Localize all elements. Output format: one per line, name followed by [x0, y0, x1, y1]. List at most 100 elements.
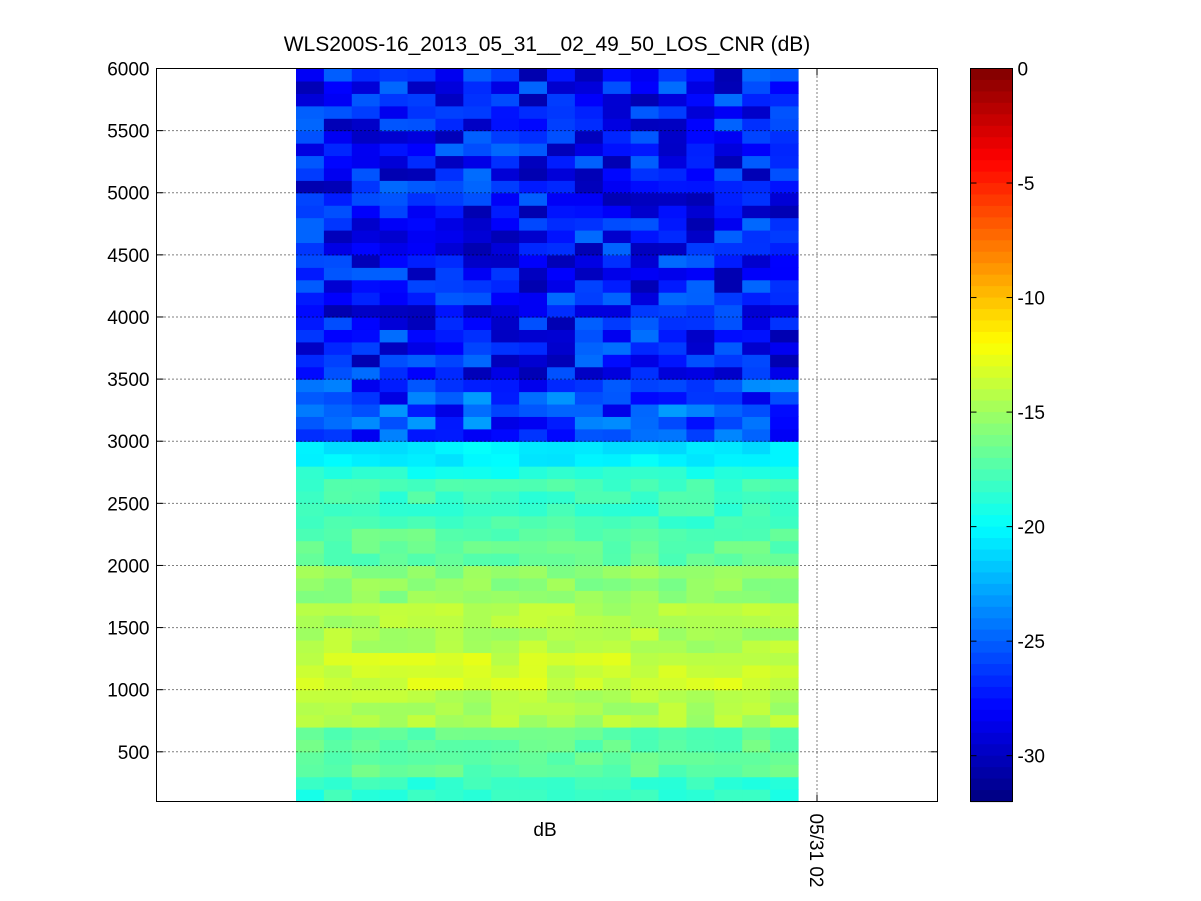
heatmap-cell — [742, 602, 771, 616]
heatmap-cell — [491, 118, 520, 132]
heatmap-cell — [742, 379, 771, 393]
heatmap-cell — [491, 267, 520, 281]
heatmap-cell — [435, 379, 464, 393]
heatmap-cell — [630, 453, 660, 467]
heatmap-cell — [491, 490, 520, 504]
heatmap-cell — [296, 254, 325, 268]
heatmap-cell — [296, 714, 325, 728]
heatmap-cell — [630, 167, 660, 181]
heatmap-cell — [686, 652, 715, 666]
heatmap-cell — [379, 267, 409, 281]
heatmap-cell — [602, 292, 632, 306]
heatmap-cell — [630, 689, 660, 703]
heatmap-cell — [519, 192, 548, 206]
heatmap-cell — [463, 403, 492, 417]
heatmap-cell — [686, 441, 715, 455]
heatmap-cell — [658, 416, 688, 430]
heatmap-cell — [602, 789, 632, 803]
heatmap-cell — [714, 714, 743, 728]
heatmap-cell — [407, 515, 437, 529]
heatmap-cell — [379, 304, 409, 318]
heatmap-cell — [658, 590, 688, 604]
heatmap-cell — [463, 553, 492, 567]
heatmap-cell — [714, 416, 743, 430]
colorbar-swatch — [970, 320, 1013, 333]
heatmap-cell — [630, 304, 660, 318]
heatmap-cell — [602, 540, 632, 554]
heatmap-cell — [519, 80, 548, 94]
heatmap-cell — [407, 341, 437, 355]
heatmap-cell — [658, 242, 688, 256]
heatmap-cell — [296, 354, 325, 368]
heatmap-cell — [602, 403, 632, 417]
heatmap-cell — [379, 130, 409, 144]
heatmap-cell — [407, 416, 437, 430]
heatmap-cell — [574, 789, 604, 803]
heatmap-cell — [379, 503, 409, 517]
heatmap-cell — [602, 105, 632, 119]
heatmap-cell — [491, 702, 520, 716]
heatmap-cell — [296, 776, 325, 790]
heatmap-cell — [770, 80, 799, 94]
heatmap-cell — [407, 118, 437, 132]
heatmap-cell — [435, 702, 464, 716]
heatmap-cell — [407, 764, 437, 778]
heatmap-cell — [323, 789, 353, 803]
heatmap-cell — [323, 441, 353, 455]
heatmap-cell — [407, 702, 437, 716]
heatmap-cell — [742, 267, 771, 281]
heatmap-cell — [491, 739, 520, 753]
heatmap-cell — [296, 664, 325, 678]
heatmap-cell — [686, 540, 715, 554]
heatmap-cell — [658, 304, 688, 318]
heatmap-cell — [714, 329, 743, 343]
heatmap-cell — [658, 167, 688, 181]
colorbar-tick-label: -30 — [1018, 747, 1045, 768]
heatmap-cell — [491, 354, 520, 368]
heatmap-cell — [379, 341, 409, 355]
heatmap-cell — [714, 528, 743, 542]
heatmap-cell — [296, 577, 325, 591]
heatmap-cell — [714, 639, 743, 654]
heatmap-cell — [602, 528, 632, 542]
heatmap-cell — [714, 515, 743, 529]
heatmap-cell — [296, 702, 325, 716]
heatmap-cell — [351, 105, 381, 119]
heatmap-cell — [630, 528, 660, 542]
heatmap-cell — [407, 751, 437, 765]
heatmap-cell — [547, 528, 576, 542]
heatmap-cell — [770, 391, 799, 405]
colorbar-swatch — [970, 675, 1013, 688]
heatmap-cell — [463, 80, 492, 94]
heatmap-cell — [686, 478, 715, 492]
heatmap-cell — [379, 751, 409, 765]
heatmap-cell — [519, 428, 548, 442]
heatmap-cell — [379, 366, 409, 380]
heatmap-cell — [658, 403, 688, 417]
heatmap-cell — [296, 329, 325, 343]
heatmap-cell — [602, 577, 632, 591]
heatmap-cell — [686, 341, 715, 355]
heatmap-cell — [574, 267, 604, 281]
heatmap-cell — [630, 366, 660, 380]
heatmap-cell — [686, 217, 715, 231]
heatmap-cell — [323, 105, 353, 119]
heatmap-cell — [491, 466, 520, 480]
heatmap-cell — [519, 639, 548, 654]
heatmap-cell — [296, 341, 325, 355]
heatmap-cell — [463, 528, 492, 542]
heatmap-cell — [379, 565, 409, 579]
heatmap-cell — [379, 118, 409, 132]
heatmap-cell — [519, 540, 548, 554]
heatmap-cell — [574, 105, 604, 119]
heatmap-cell — [296, 590, 325, 604]
heatmap-cell — [463, 602, 492, 616]
heatmap-cell — [770, 776, 799, 790]
heatmap-cell — [714, 192, 743, 206]
heatmap-cell — [463, 267, 492, 281]
heatmap-cell — [463, 515, 492, 529]
heatmap-cell — [379, 702, 409, 716]
heatmap-cell — [602, 391, 632, 405]
heatmap-cell — [491, 627, 520, 641]
heatmap-cell — [574, 205, 604, 219]
